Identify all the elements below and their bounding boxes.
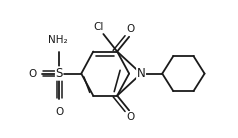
Text: NH₂: NH₂ — [49, 35, 68, 46]
Text: O: O — [127, 112, 135, 122]
Text: S: S — [55, 67, 63, 80]
Text: O: O — [127, 23, 135, 34]
Text: O: O — [29, 69, 37, 79]
Text: N: N — [137, 67, 145, 80]
Text: Cl: Cl — [94, 22, 104, 32]
Text: O: O — [55, 107, 63, 117]
